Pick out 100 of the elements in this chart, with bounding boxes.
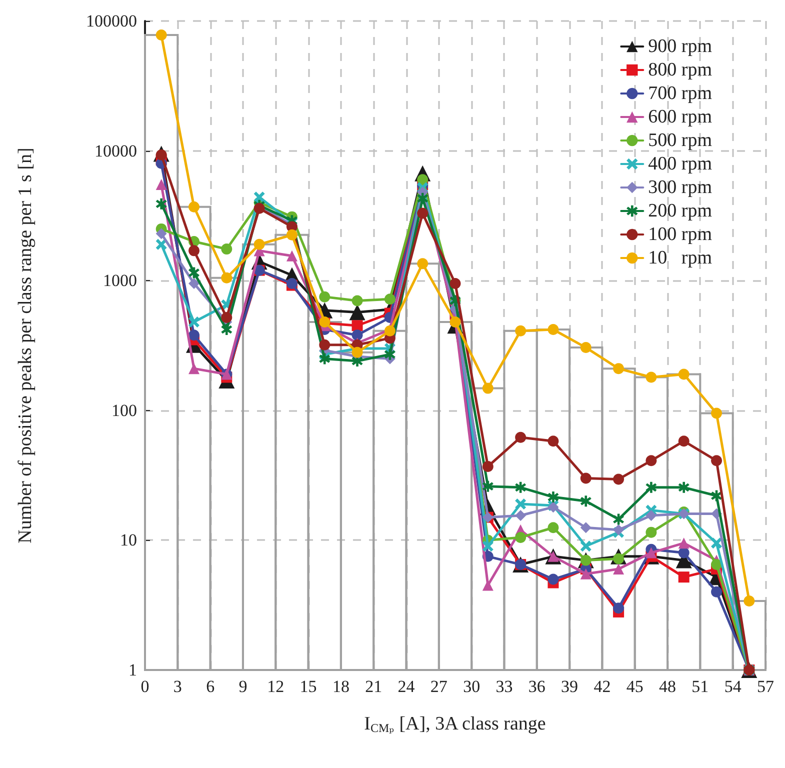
point [580, 342, 592, 354]
point [417, 192, 428, 204]
point [352, 346, 363, 358]
point [580, 522, 592, 534]
x-tick-label: 57 [757, 677, 774, 696]
point [417, 258, 428, 270]
legend-label: 400 rpm [648, 154, 712, 174]
point [221, 244, 232, 255]
point [744, 596, 755, 607]
point [319, 339, 330, 350]
point [580, 496, 592, 507]
y-axis-title: Number of positive peaks per class range per 1 s [n] [15, 148, 36, 544]
point [482, 460, 494, 472]
x-tick-label: 24 [398, 677, 416, 696]
x-tick-label: 33 [496, 677, 513, 696]
point [580, 540, 592, 552]
point [286, 229, 298, 240]
point [515, 498, 526, 510]
legend-label: 700 rpm [648, 83, 712, 104]
point [254, 192, 265, 203]
point [417, 208, 428, 219]
y-tick-label: 100 [112, 400, 137, 420]
point [580, 568, 592, 580]
point [515, 325, 526, 336]
x-tick-label: 0 [140, 677, 150, 696]
point [548, 324, 559, 335]
point [646, 482, 657, 493]
legend-label: 300 rpm [648, 177, 712, 198]
point [352, 320, 363, 332]
point [156, 179, 167, 190]
point [678, 547, 690, 558]
x-tick-label: 54 [724, 677, 742, 696]
point [319, 353, 330, 364]
x-tick-label: 45 [626, 677, 644, 696]
x-tick-label: 51 [692, 677, 709, 696]
point [352, 295, 363, 306]
x-tick-label: 36 [528, 677, 546, 696]
y-tick-label: 100000 [86, 12, 137, 30]
point [188, 363, 200, 374]
point [384, 294, 396, 305]
point [384, 348, 396, 360]
point [613, 363, 624, 374]
point [221, 312, 232, 323]
point [711, 408, 722, 419]
legend-label: 500 rpm [648, 130, 712, 151]
point [188, 201, 200, 212]
y-tick-label: 1000 [103, 271, 137, 290]
point [613, 514, 624, 525]
x-tick-label: 9 [238, 677, 248, 696]
point [646, 526, 657, 538]
point [221, 324, 232, 335]
point [515, 510, 526, 521]
point [352, 330, 363, 341]
point [482, 382, 494, 394]
point [613, 563, 624, 574]
x-tick-label: 6 [206, 677, 215, 696]
point [646, 547, 657, 558]
point [188, 267, 200, 278]
legend-label: 900 rpm [648, 36, 712, 57]
legend-label: 600 rpm [648, 106, 712, 128]
point [156, 228, 167, 240]
x-tick-label: 27 [430, 677, 448, 696]
point [319, 291, 330, 302]
point [711, 455, 722, 466]
legend-label: 10 rpm [648, 248, 712, 268]
point [188, 316, 200, 328]
point [515, 432, 526, 443]
x-tick-label: 18 [332, 677, 350, 696]
x-tick-label: 21 [365, 677, 382, 696]
point [156, 30, 167, 41]
legend-label: 200 rpm [648, 200, 712, 222]
point [349, 304, 366, 320]
x-tick-label: 30 [463, 677, 480, 696]
point [188, 278, 200, 289]
point [515, 482, 526, 493]
point [711, 558, 722, 570]
point [548, 574, 559, 585]
point [613, 474, 624, 485]
x-tick-label: 3 [173, 677, 182, 696]
y-tick-label: 1 [128, 660, 137, 680]
point [482, 580, 494, 591]
y-tick-label: 10000 [94, 141, 137, 160]
point [548, 492, 559, 503]
point [286, 250, 298, 262]
legend-label: 100 rpm [648, 224, 712, 245]
point [646, 455, 657, 466]
point [417, 174, 428, 186]
point [482, 480, 494, 492]
x-tick-label: 42 [594, 677, 611, 696]
point [221, 272, 232, 284]
point [678, 436, 690, 447]
point [711, 490, 722, 502]
x-tick-label: 15 [300, 677, 317, 696]
point [156, 198, 167, 210]
point [254, 238, 265, 250]
x-tick-label: 12 [267, 677, 284, 696]
x-tick-label: 48 [659, 677, 676, 696]
point [711, 586, 722, 598]
point [548, 522, 559, 534]
point [188, 330, 200, 341]
